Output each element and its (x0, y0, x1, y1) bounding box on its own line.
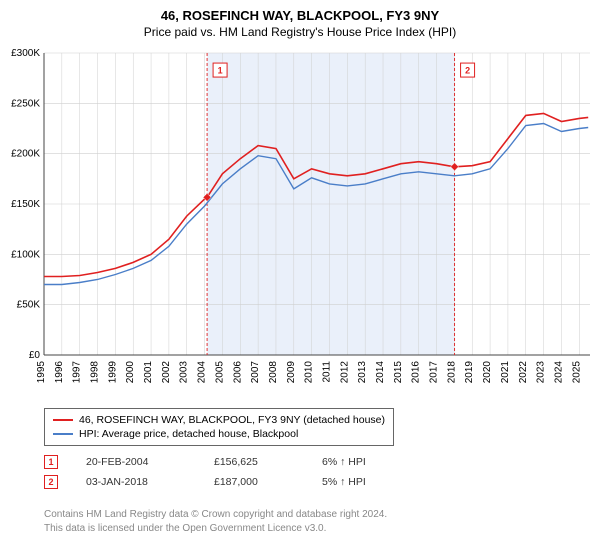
ytick-label: £300K (11, 48, 40, 59)
sale-price: £187,000 (214, 476, 294, 488)
xtick-label: 2006 (232, 361, 243, 384)
footer-line-2: This data is licensed under the Open Gov… (44, 522, 387, 536)
sale-index-box: 1 (44, 455, 58, 469)
ytick-label: £0 (29, 350, 41, 361)
legend-swatch (53, 419, 73, 421)
xtick-label: 2011 (321, 361, 332, 383)
marker-label-num: 2 (465, 66, 470, 76)
xtick-label: 2004 (197, 361, 208, 384)
sale-index-box: 2 (44, 475, 58, 489)
marker-label-num: 1 (218, 66, 223, 76)
xtick-label: 2007 (250, 361, 261, 384)
xtick-label: 2015 (393, 361, 404, 384)
sales-list: 1 20-FEB-2004 £156,625 6% ↑ HPI 2 03-JAN-2018… (44, 452, 402, 492)
chart-container: 46, ROSEFINCH WAY, BLACKPOOL, FY3 9NY Pr… (0, 0, 600, 560)
legend-swatch (53, 433, 73, 435)
xtick-label: 2012 (339, 361, 350, 384)
sale-row: 1 20-FEB-2004 £156,625 6% ↑ HPI (44, 452, 402, 472)
chart-svg: £0 £50K £100K £150K £200K £250K £300K 1995 1996 1… (0, 45, 600, 405)
chart-plot-area: £0 £50K £100K £150K £200K £250K £300K 1995 1996 1… (0, 45, 600, 405)
xtick-label: 1996 (54, 361, 65, 384)
legend-label: 46, ROSEFINCH WAY, BLACKPOOL, FY3 9NY (d… (79, 414, 385, 426)
sale-row: 2 03-JAN-2018 £187,000 5% ↑ HPI (44, 472, 402, 492)
xtick-label: 1998 (90, 361, 101, 384)
xtick-label: 2014 (375, 361, 386, 384)
ytick-label: £250K (11, 98, 40, 109)
xtick-label: 1995 (36, 361, 47, 384)
xtick-label: 2025 (571, 361, 582, 384)
footer-line-1: Contains HM Land Registry data © Crown c… (44, 508, 387, 522)
xtick-label: 2022 (518, 361, 529, 384)
legend-item: 46, ROSEFINCH WAY, BLACKPOOL, FY3 9NY (d… (53, 413, 385, 427)
attribution-footer: Contains HM Land Registry data © Crown c… (44, 508, 387, 535)
xtick-label: 1997 (72, 361, 83, 384)
sale-date: 20-FEB-2004 (86, 456, 186, 468)
xtick-label: 2000 (125, 361, 136, 384)
xtick-label: 2019 (464, 361, 475, 384)
xtick-label: 2020 (482, 361, 493, 384)
xtick-label: 2024 (553, 361, 564, 384)
xtick-label: 1999 (107, 361, 118, 384)
xtick-label: 2017 (429, 361, 440, 384)
xtick-label: 2010 (304, 361, 315, 384)
xtick-label: 2021 (500, 361, 511, 384)
xtick-label: 2009 (286, 361, 297, 384)
ytick-label: £200K (11, 149, 40, 160)
xtick-label: 2003 (179, 361, 190, 384)
xtick-label: 2001 (143, 361, 154, 384)
ytick-label: £50K (17, 300, 41, 311)
xtick-label: 2005 (214, 361, 225, 384)
xtick-label: 2002 (161, 361, 172, 384)
xtick-label: 2018 (446, 361, 457, 384)
ytick-label: £100K (11, 249, 40, 260)
sale-date: 03-JAN-2018 (86, 476, 186, 488)
xtick-label: 2008 (268, 361, 279, 384)
chart-subtitle: Price paid vs. HM Land Registry's House … (0, 23, 600, 45)
xtick-label: 2013 (357, 361, 368, 384)
sale-hpi-delta: 6% ↑ HPI (322, 456, 402, 468)
legend-label: HPI: Average price, detached house, Blac… (79, 428, 298, 440)
ytick-label: £150K (11, 199, 40, 210)
xtick-label: 2023 (536, 361, 547, 384)
xtick-label: 2016 (411, 361, 422, 384)
sale-hpi-delta: 5% ↑ HPI (322, 476, 402, 488)
legend: 46, ROSEFINCH WAY, BLACKPOOL, FY3 9NY (d… (44, 408, 394, 446)
chart-title: 46, ROSEFINCH WAY, BLACKPOOL, FY3 9NY (0, 0, 600, 23)
legend-item: HPI: Average price, detached house, Blac… (53, 427, 385, 441)
sale-price: £156,625 (214, 456, 294, 468)
